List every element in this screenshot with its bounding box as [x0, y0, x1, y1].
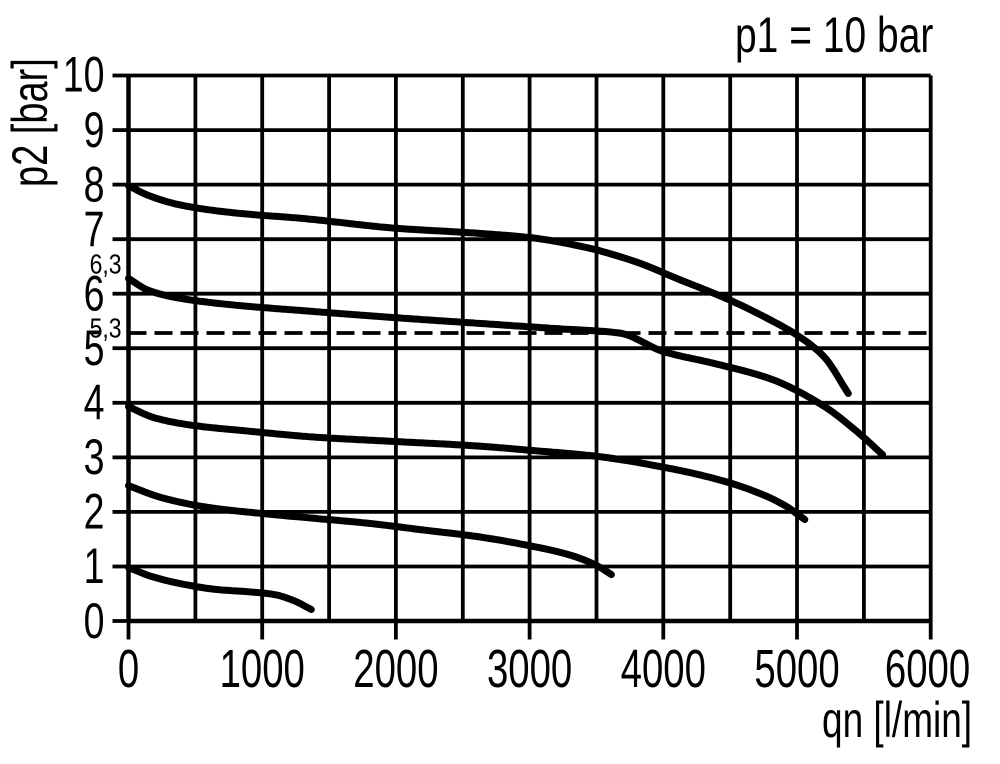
svg-text:2000: 2000	[353, 639, 438, 699]
svg-text:6: 6	[84, 266, 105, 321]
svg-text:qn [l/min]: qn [l/min]	[822, 693, 972, 749]
svg-text:0: 0	[84, 594, 105, 649]
svg-text:5,3: 5,3	[90, 313, 122, 344]
svg-text:1: 1	[84, 539, 105, 594]
svg-text:4000: 4000	[621, 639, 706, 699]
svg-text:5000: 5000	[754, 639, 839, 699]
svg-text:6000: 6000	[885, 639, 970, 699]
svg-text:8: 8	[84, 157, 105, 212]
svg-text:2: 2	[84, 485, 105, 540]
svg-text:9: 9	[84, 103, 105, 158]
svg-text:p1 = 10 bar: p1 = 10 bar	[735, 6, 933, 63]
svg-text:3: 3	[84, 430, 105, 485]
svg-text:p2 [bar]: p2 [bar]	[3, 58, 58, 187]
svg-text:10: 10	[63, 47, 105, 102]
svg-text:7: 7	[84, 202, 105, 257]
svg-text:1000: 1000	[220, 639, 305, 699]
svg-text:0: 0	[118, 639, 139, 699]
svg-text:6,3: 6,3	[90, 250, 122, 281]
svg-text:4: 4	[84, 375, 105, 430]
svg-text:5: 5	[84, 321, 105, 376]
svg-text:3000: 3000	[487, 639, 572, 699]
